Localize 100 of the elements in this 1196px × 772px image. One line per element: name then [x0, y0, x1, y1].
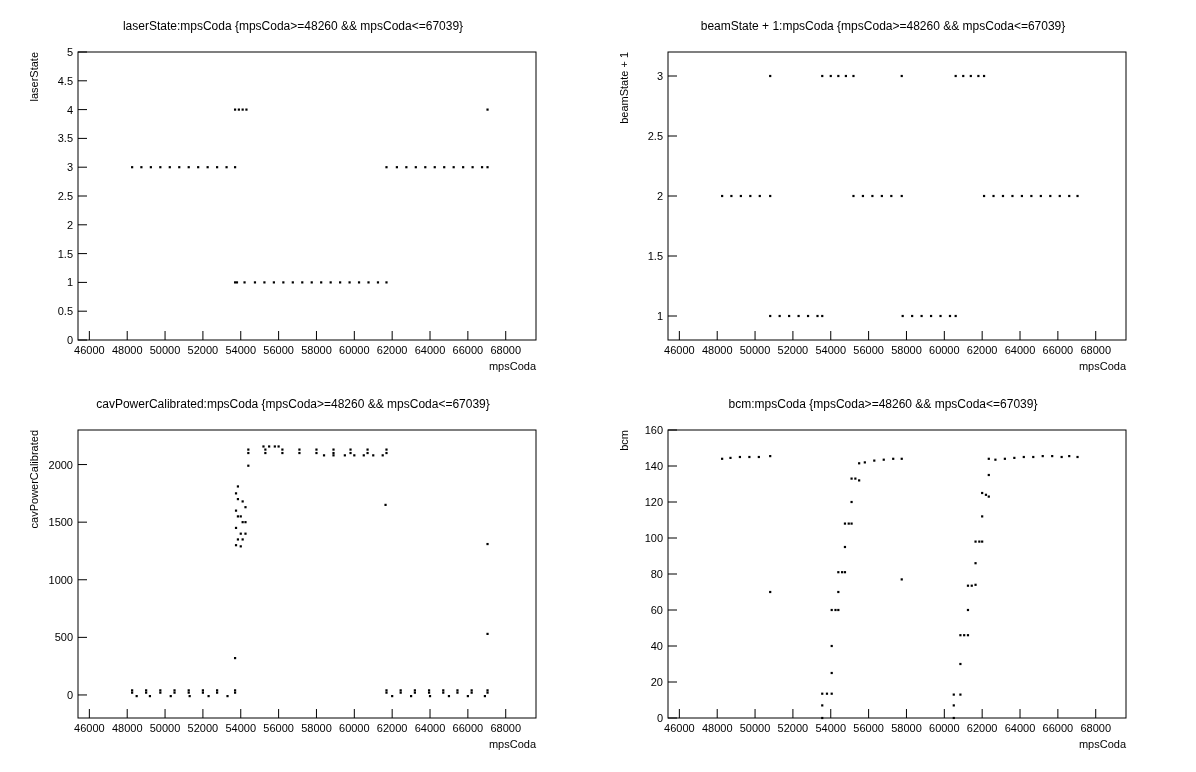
x-tick-label: 48000	[701, 344, 733, 356]
x-tick-label: 66000	[1042, 344, 1074, 356]
y-tick-label: 3.5	[57, 132, 73, 145]
point	[243, 281, 246, 284]
x-tick-label: 54000	[225, 722, 257, 734]
y-axis-title: bcm	[618, 430, 630, 451]
point	[245, 108, 248, 111]
y-tick-label: 4	[66, 103, 73, 116]
point	[1011, 194, 1014, 198]
x-tick-label: 64000	[414, 722, 446, 734]
point	[797, 314, 800, 318]
x-tick-label: 50000	[149, 722, 181, 734]
x-axis-title: mpsCoda	[488, 738, 537, 750]
point	[140, 166, 143, 169]
point	[348, 281, 351, 284]
y-tick-label: 2	[656, 190, 663, 202]
point	[253, 281, 257, 284]
point	[385, 166, 388, 169]
y-tick-label: 2000	[48, 458, 73, 471]
x-tick-label: 58000	[301, 722, 332, 734]
x-tick-label: 50000	[149, 344, 181, 356]
y-tick-label: 2.5	[57, 190, 73, 202]
x-tick-label: 54000	[225, 344, 257, 356]
x-tick-label: 68000	[1080, 344, 1112, 356]
x-axis-title: mpsCoda	[488, 360, 537, 372]
x-axis-title: mpsCoda	[1078, 360, 1127, 372]
y-axis-title: beamState + 1	[618, 52, 630, 124]
y-tick-label: 4.5	[57, 74, 73, 87]
point	[730, 194, 733, 198]
y-tick-label: 3	[656, 70, 663, 82]
x-axis-title: mpsCoda	[1078, 738, 1127, 750]
x-tick-label: 46000	[74, 722, 105, 734]
point	[939, 314, 942, 318]
x-tick-label: 68000	[490, 344, 522, 356]
y-tick-label: 0.5	[57, 305, 73, 318]
y-tick-label: 2	[66, 218, 73, 231]
point	[225, 166, 228, 169]
point	[852, 74, 855, 78]
y-tick-label: 1000	[48, 573, 73, 586]
x-tick-label: 62000	[966, 722, 998, 734]
chart-title: beamState + 1:mpsCoda {mpsCoda>=48260 && mpsCoda<=67039}	[700, 19, 1066, 33]
x-tick-label: 56000	[853, 722, 884, 734]
point	[486, 108, 489, 111]
point	[992, 194, 995, 198]
x-tick-label: 52000	[777, 344, 809, 356]
chart-title: bcm:mpsCoda {mpsCoda>=48260 && mpsCoda<=67039}	[728, 397, 1038, 411]
y-tick-label: 40	[650, 640, 663, 652]
y-tick-label: 5	[66, 46, 73, 58]
x-tick-label: 62000	[966, 344, 998, 356]
y-tick-label: 0	[66, 688, 73, 701]
point	[486, 166, 489, 169]
x-tick-label: 66000	[452, 722, 484, 734]
x-tick-label: 58000	[301, 344, 332, 356]
x-tick-label: 68000	[490, 722, 522, 734]
x-tick-label: 50000	[739, 344, 771, 356]
point	[310, 281, 313, 284]
point	[357, 281, 361, 284]
y-axis-title: laserState	[28, 52, 40, 102]
x-tick-label: 52000	[187, 722, 219, 734]
x-tick-label: 50000	[739, 722, 771, 734]
x-tick-label: 62000	[376, 722, 408, 734]
point	[301, 281, 304, 284]
chart-title: cavPowerCalibrated:mpsCoda {mpsCoda>=48260 && mpsCoda<=67039}	[96, 397, 490, 411]
x-tick-label: 60000	[929, 344, 960, 356]
y-tick-label: 0	[656, 712, 663, 724]
y-tick-label: 80	[650, 568, 663, 580]
x-tick-label: 48000	[111, 344, 143, 356]
x-tick-label: 46000	[74, 344, 105, 356]
y-tick-label: 0	[66, 334, 73, 346]
chart-title: laserState:mpsCoda {mpsCoda>=48260 && mpsCoda<=67039}	[122, 19, 464, 33]
y-tick-label: 500	[54, 631, 73, 644]
y-tick-label: 1500	[48, 516, 73, 529]
y-axis-title: cavPowerCalibrated	[28, 430, 40, 529]
x-tick-label: 64000	[1004, 722, 1036, 734]
x-tick-label: 48000	[701, 722, 733, 734]
point	[282, 281, 285, 284]
y-tick-label: 1	[656, 310, 663, 322]
x-tick-label: 48000	[111, 722, 143, 734]
y-tick-label: 20	[650, 676, 663, 688]
x-tick-label: 56000	[263, 344, 294, 356]
point	[367, 281, 370, 284]
y-tick-label: 120	[644, 496, 663, 508]
x-tick-label: 64000	[1004, 344, 1036, 356]
x-tick-label: 68000	[1080, 722, 1112, 734]
point	[320, 281, 323, 284]
point	[263, 281, 266, 284]
y-tick-label: 1.5	[647, 250, 663, 262]
x-tick-label: 54000	[815, 344, 847, 356]
point	[376, 281, 380, 284]
x-tick-label: 60000	[339, 722, 370, 734]
x-tick-label: 46000	[664, 722, 695, 734]
y-tick-label: 2.5	[647, 130, 663, 142]
x-tick-label: 58000	[891, 722, 922, 734]
x-tick-label: 66000	[1042, 722, 1074, 734]
x-tick-label: 62000	[376, 344, 408, 356]
x-tick-label: 66000	[452, 344, 484, 356]
x-tick-label: 52000	[187, 344, 219, 356]
point	[385, 281, 388, 284]
x-tick-label: 54000	[815, 722, 847, 734]
point	[852, 194, 855, 198]
